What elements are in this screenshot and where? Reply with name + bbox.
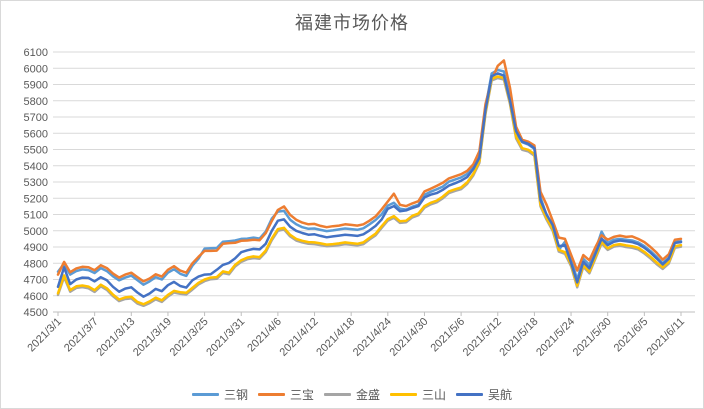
y-axis-label: 5500: [24, 145, 48, 157]
legend-item-三宝: 三宝: [257, 386, 314, 403]
x-axis-label: 2021/3/25: [168, 316, 211, 359]
series-line-吴航: [56, 72, 683, 298]
legend-swatch-icon: [191, 393, 219, 396]
y-axis-label: 5700: [24, 112, 48, 124]
x-axis-label: 2021/4/12: [278, 316, 321, 359]
y-axis-label: 5100: [24, 210, 48, 222]
y-axis-label: 5300: [24, 177, 48, 189]
y-axis-label: 4800: [24, 258, 48, 270]
legend-label: 吴航: [488, 388, 513, 402]
legend-label: 三山: [422, 388, 447, 402]
x-axis-label: 2021/6/11: [645, 316, 688, 359]
y-axis-label: 5200: [24, 193, 48, 205]
series-line-三山: [56, 75, 683, 306]
y-axis-label: 6100: [24, 47, 48, 59]
legend-item-三山: 三山: [390, 386, 446, 403]
series-line-金盛: [56, 76, 683, 308]
x-axis-label: 2021/3/1: [25, 316, 64, 355]
legend-label: 三钢: [223, 388, 248, 402]
series-line-三钢: [56, 68, 683, 286]
y-axis-label: 5900: [24, 80, 48, 92]
legend-label: 金盛: [355, 388, 380, 402]
legend-item-金盛: 金盛: [323, 386, 380, 403]
legend-label: 三宝: [289, 388, 314, 402]
legend-item-吴航: 吴航: [456, 386, 512, 403]
chart-title: 福建市场价格: [295, 13, 409, 33]
x-axis-label: 2021/3/19: [131, 316, 174, 359]
x-axis-label: 2021/4/24: [351, 316, 394, 359]
legend-swatch-icon: [257, 393, 285, 396]
legend-swatch-icon: [456, 393, 484, 396]
x-axis-label: 2021/3/13: [94, 316, 137, 359]
x-axis-label: 2021/5/18: [497, 316, 540, 359]
y-axis-label: 6000: [24, 63, 48, 75]
y-axis-label: 4700: [24, 275, 48, 287]
y-axis-label: 5400: [24, 161, 48, 173]
y-axis-label: 5600: [24, 128, 48, 140]
x-axis-label: 2021/4/30: [388, 316, 431, 359]
x-axis-label: 2021/3/31: [204, 316, 247, 359]
chart-legend: 三钢 三宝 金盛 三山 吴航: [1, 386, 703, 403]
x-axis-label: 2021/5/30: [571, 316, 614, 359]
series-line-三宝: [56, 59, 683, 283]
y-axis-label: 4900: [24, 242, 48, 254]
y-axis-label: 4500: [24, 307, 48, 319]
legend-swatch-icon: [323, 393, 351, 396]
y-axis-label: 5000: [24, 226, 48, 238]
x-axis-label: 2021/4/18: [314, 316, 357, 359]
legend-item-三钢: 三钢: [191, 386, 248, 403]
x-axis-label: 2021/5/24: [534, 316, 577, 359]
y-axis-label: 4600: [24, 291, 48, 303]
legend-swatch-icon: [390, 393, 417, 396]
x-axis-label: 2021/5/12: [461, 316, 504, 359]
y-axis-label: 5800: [24, 96, 48, 108]
